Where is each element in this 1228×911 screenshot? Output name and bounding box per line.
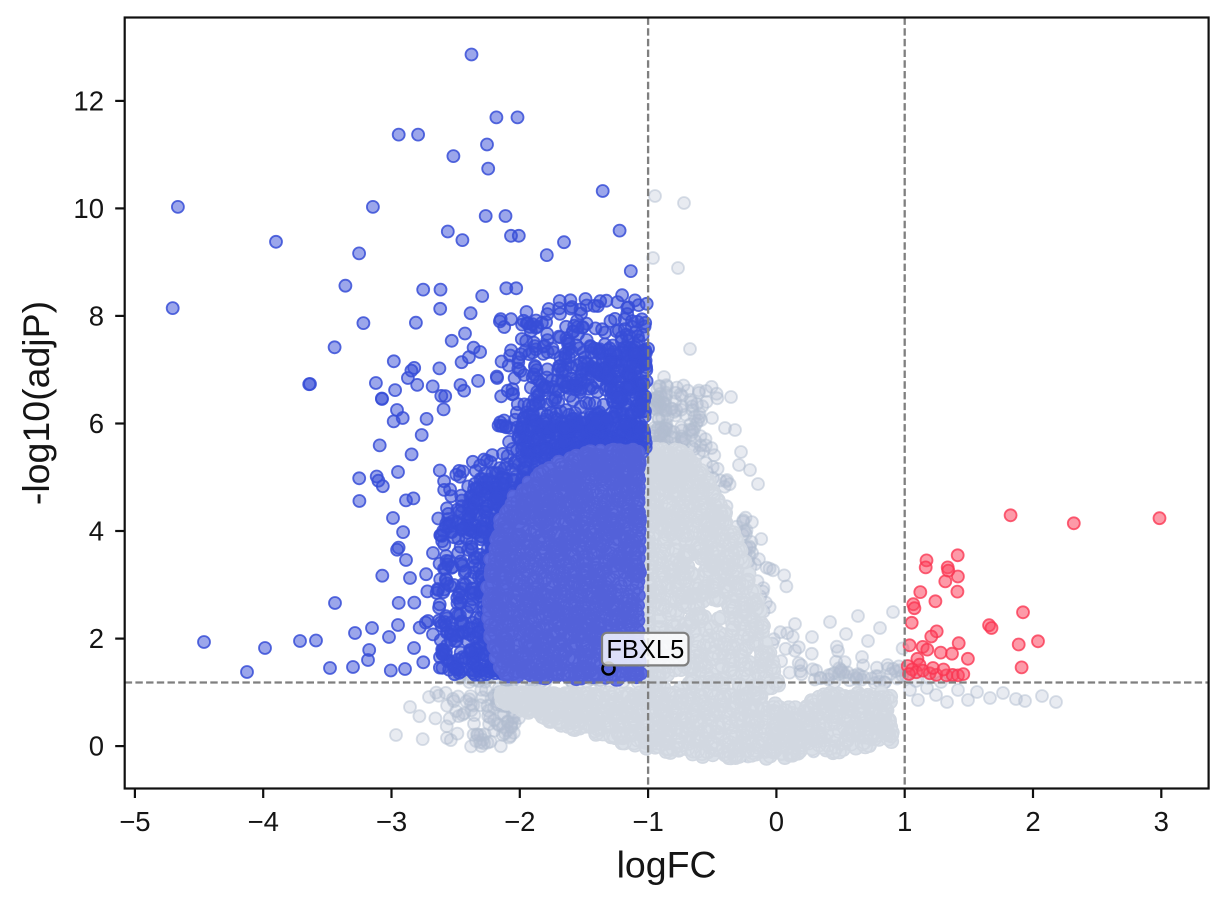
svg-text:0: 0	[89, 731, 104, 762]
svg-text:−4: −4	[248, 806, 279, 837]
svg-text:−2: −2	[504, 806, 535, 837]
svg-text:4: 4	[89, 516, 104, 547]
svg-text:2: 2	[89, 623, 104, 654]
svg-text:FBXL5: FBXL5	[606, 636, 684, 664]
svg-text:8: 8	[89, 300, 104, 331]
svg-text:2: 2	[1025, 806, 1040, 837]
svg-text:1: 1	[897, 806, 912, 837]
svg-text:−3: −3	[376, 806, 407, 837]
svg-text:12: 12	[73, 85, 104, 116]
svg-text:-log10(adjP): -log10(adjP)	[15, 301, 57, 505]
svg-text:3: 3	[1154, 806, 1169, 837]
svg-text:0: 0	[769, 806, 784, 837]
svg-text:6: 6	[89, 408, 104, 439]
svg-text:10: 10	[73, 193, 104, 224]
svg-text:−5: −5	[119, 806, 150, 837]
svg-text:−1: −1	[632, 806, 663, 837]
svg-text:logFC: logFC	[617, 844, 717, 886]
